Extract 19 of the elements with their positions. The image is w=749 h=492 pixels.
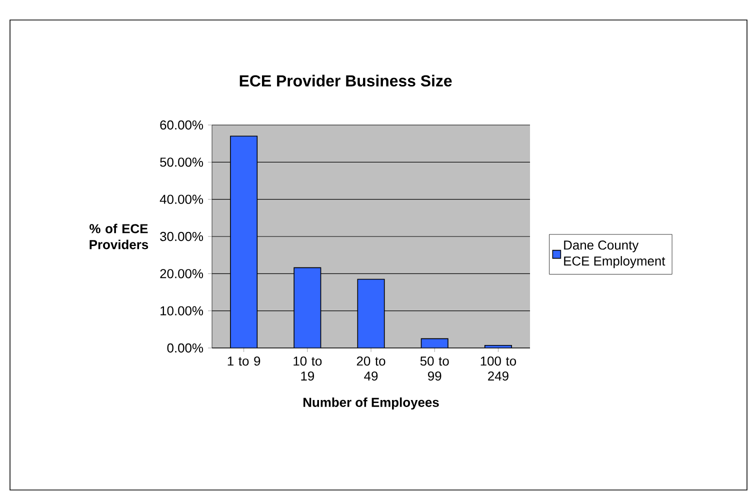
- bar: [230, 136, 258, 348]
- x-tick-label: 20 to 49: [356, 356, 386, 381]
- y-tick-label: 10.00%: [160, 306, 204, 316]
- y-tick-label: 20.00%: [160, 269, 204, 278]
- bar: [357, 278, 385, 348]
- y-tick-label: 40.00%: [160, 194, 204, 204]
- legend-label: Dane County ECE Employment: [564, 240, 666, 268]
- chart-title: ECE Provider Business Size: [240, 74, 452, 86]
- y-tick-label: 50.00%: [160, 158, 204, 167]
- y-tick-label: 30.00%: [160, 232, 204, 242]
- y-tick-label: 0.00%: [167, 343, 204, 353]
- bar: [294, 267, 322, 348]
- x-tick-label: 50 to 99: [420, 356, 449, 381]
- y-tick-label: 60.00%: [160, 120, 204, 130]
- x-tick-label: 10 to 19: [294, 356, 322, 381]
- x-axis-title: Number of Employees: [303, 397, 439, 410]
- y-axis-title: % of ECE Providers: [90, 224, 148, 250]
- x-tick-label: 1 to 9: [228, 356, 260, 366]
- x-tick-label: 100 to 249: [480, 356, 516, 381]
